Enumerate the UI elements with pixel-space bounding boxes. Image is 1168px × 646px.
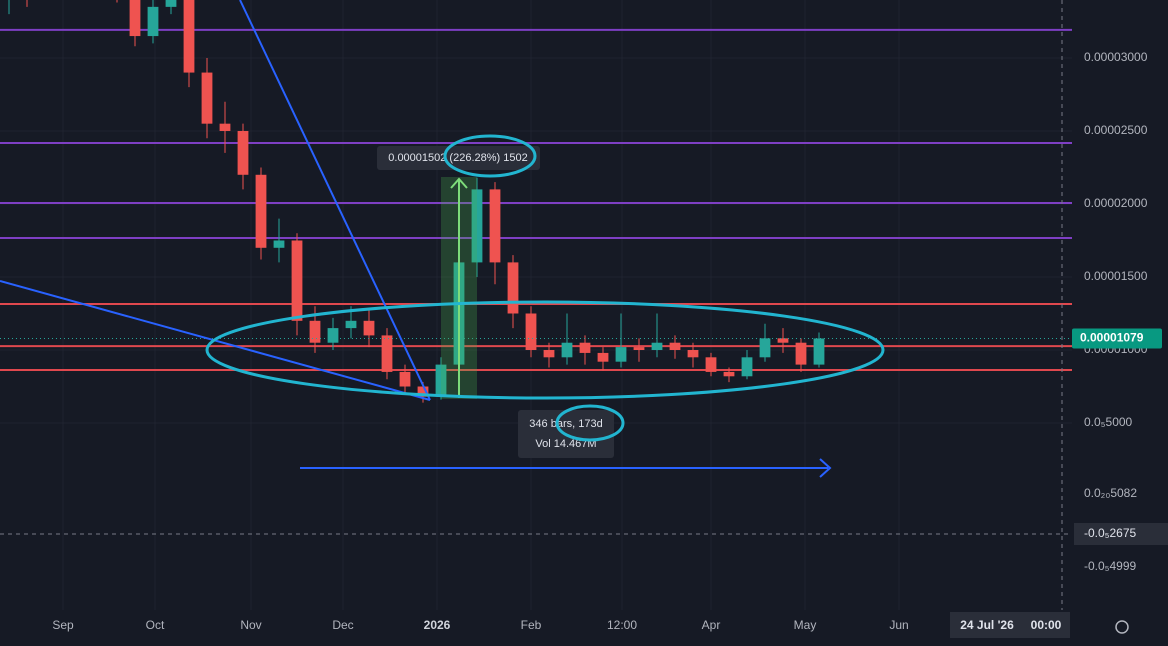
x-tick-label: Jun (889, 618, 908, 632)
candle-body (777, 338, 789, 343)
candle-body (525, 313, 537, 351)
y-tick-label: 0.00001500 (1084, 269, 1148, 283)
lower-axis-label: -0.0₅4999 (1084, 559, 1137, 573)
candle-body (489, 189, 501, 263)
candle-body (759, 338, 771, 358)
candle-body (741, 357, 753, 377)
measure-arrow-head (450, 177, 468, 189)
last-price-box (1072, 328, 1162, 349)
x-tick-label: Sep (52, 618, 74, 632)
tooltip (377, 146, 540, 170)
candle-body (165, 0, 177, 7)
axes: Sep Oct Nov Dec 2026 Feb 12:00 Apr May Jun 0.00003… (52, 50, 1168, 632)
candle-body (669, 342, 681, 351)
x-tick-label: Dec (332, 618, 353, 632)
candle-body (147, 6, 159, 37)
y-tick-label: 0.00002000 (1084, 196, 1148, 210)
highlight-ellipse (555, 404, 625, 442)
crosshair-date: 24 Jul '26 (960, 618, 1014, 632)
y-tick-label: 0.00003000 (1084, 50, 1148, 64)
candle-body (471, 189, 483, 263)
x-tick-label: Apr (702, 618, 721, 632)
x-tick-label: Oct (146, 618, 165, 632)
settings-icon[interactable] (1115, 620, 1129, 634)
candle-body (705, 357, 717, 372)
candle-body (435, 364, 447, 397)
candle-body (579, 342, 591, 353)
candle-body (615, 347, 627, 362)
x-tick-label: 12:00 (607, 618, 637, 632)
highlight-ellipse (205, 300, 885, 400)
candle-body (309, 320, 321, 343)
x-tick-label: Feb (521, 618, 542, 632)
candle-body (651, 342, 663, 351)
x-tick-label: May (794, 618, 817, 632)
candle-body (291, 240, 303, 321)
crosshair-date-box (950, 612, 1070, 638)
last-price-label: 0.00001079 (1080, 331, 1144, 345)
crosshair-time: 00:00 (1031, 618, 1062, 632)
candle-body (687, 350, 699, 358)
candle-body (543, 350, 555, 358)
candle-body (399, 371, 411, 387)
candle-body (507, 262, 519, 314)
candle-body (201, 72, 213, 124)
candle-body (417, 386, 429, 397)
candle-body (723, 371, 735, 377)
candle-body (273, 240, 285, 248)
candle-body (183, 0, 195, 73)
candle-body (813, 338, 825, 365)
measure-range: 346 bars, 173d (529, 418, 602, 430)
candle-body (795, 342, 807, 365)
candle-body (597, 352, 609, 362)
highlight-ellipse (443, 134, 537, 178)
candle-body (255, 174, 267, 248)
crosshair-price-box (1074, 523, 1168, 545)
candle-body (237, 130, 249, 175)
candle-body (219, 123, 231, 131)
measure-price: 0.00001502 (226.28%) 1502 (388, 152, 527, 164)
range-arrow-head (819, 458, 832, 478)
candle-body (345, 320, 357, 329)
candle-body (633, 347, 645, 351)
x-tick-label: Nov (240, 618, 261, 632)
trend-line (239, 0, 431, 401)
candle-body (363, 320, 375, 336)
lower-axis-label: 0.0₂₀5082 (1084, 486, 1137, 500)
lower-axis-label: -0.0₅2675 (1084, 526, 1137, 540)
candle-body (129, 0, 141, 37)
candle-body (381, 335, 393, 372)
x-tick-label: 2026 (424, 618, 451, 632)
candle-body (327, 328, 339, 343)
candle-body (561, 342, 573, 358)
y-tick-label: 0.00002500 (1084, 123, 1148, 137)
y-tick-label: 0.0₅5000 (1084, 415, 1133, 429)
